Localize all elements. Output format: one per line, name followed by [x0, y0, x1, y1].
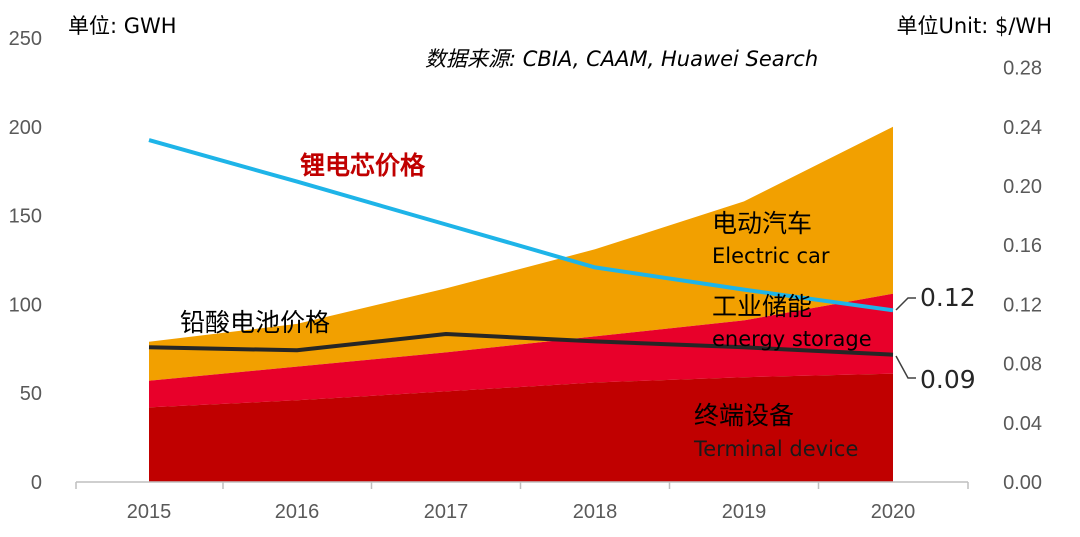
- lithium-end-leader: [895, 297, 916, 311]
- x-tick-label: 2020: [871, 501, 916, 523]
- left-axis-unit: 单位: GWH: [68, 14, 177, 38]
- left-tick-label: 200: [9, 117, 42, 139]
- right-tick-label: 0.08: [1003, 354, 1042, 376]
- x-tick-label: 2016: [275, 501, 320, 523]
- right-tick-label: 0.24: [1003, 117, 1042, 139]
- area-electric-car: [149, 126, 893, 381]
- area-energy-storage: [149, 293, 893, 408]
- right-tick-label: 0.28: [1003, 58, 1042, 80]
- electric-car-label-en: Electric car: [712, 244, 830, 268]
- right-tick-label: 0.20: [1003, 176, 1042, 198]
- lead-acid-price-line: [148, 332, 894, 357]
- axes: 2015 2016 2017 2018 2019 2020 0 50 100 150 200 250 0…: [9, 28, 1042, 523]
- left-tick-label: 150: [9, 206, 42, 228]
- lithium-end-value: 0.12: [920, 283, 976, 312]
- right-tick-label: 0.12: [1003, 294, 1042, 316]
- stacked-areas: [149, 126, 893, 482]
- x-tick-label: 2017: [424, 501, 469, 523]
- lithium-price-label: 锂电芯价格: [300, 151, 426, 180]
- energy-storage-label-cn: 工业储能: [712, 292, 812, 321]
- terminal-device-label-cn: 终端设备: [694, 401, 794, 430]
- x-tick-label: 2019: [722, 501, 767, 523]
- left-tick-label: 0: [31, 472, 42, 494]
- left-tick-label: 100: [9, 294, 42, 316]
- lead-acid-end-value: 0.09: [920, 365, 976, 394]
- terminal-device-label-en: Terminal device: [693, 437, 858, 461]
- electric-car-label-cn: 电动汽车: [712, 209, 812, 238]
- right-tick-label: 0.00: [1003, 472, 1042, 494]
- lead-acid-end-leader: [895, 355, 916, 379]
- area-terminal-device: [149, 373, 893, 482]
- lead-acid-price-label: 铅酸电池价格: [180, 308, 330, 337]
- energy-storage-label-en: energy storage: [712, 327, 872, 351]
- right-tick-label: 0.16: [1003, 235, 1042, 257]
- x-tick-label: 2018: [573, 501, 618, 523]
- lithium-price-line: [148, 138, 894, 313]
- right-axis-unit: 单位Unit: $/WH: [897, 14, 1053, 38]
- x-tick-label: 2015: [127, 501, 172, 523]
- right-tick-label: 0.04: [1003, 413, 1042, 435]
- left-tick-label: 50: [20, 383, 42, 405]
- left-tick-label: 250: [9, 28, 42, 50]
- price-lines: [148, 138, 894, 357]
- data-source: 数据来源: CBIA, CAAM, Huawei Search: [425, 47, 818, 71]
